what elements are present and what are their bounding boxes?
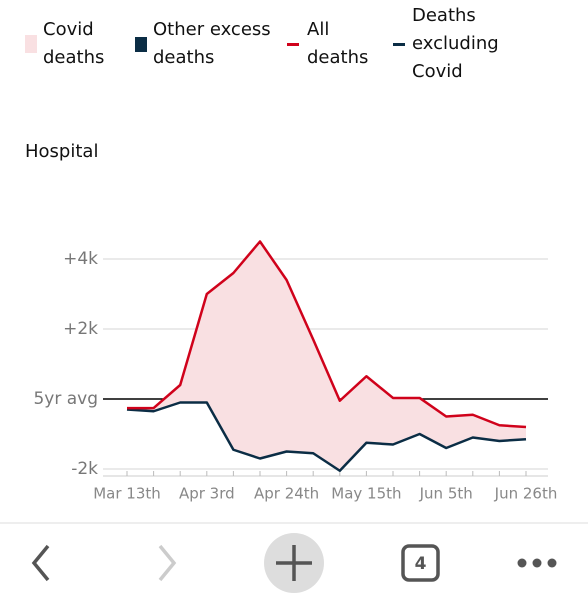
chart-subtitle: Hospital [25,141,98,162]
x-tick-label: Apr 24th [254,485,319,503]
more-button[interactable] [517,558,557,568]
tabs-button[interactable]: 4 [401,544,440,582]
x-tick-label: May 15th [331,485,401,503]
series-line [126,401,527,472]
legend-swatch [25,35,37,53]
legend-label: Deaths excluding Covid [412,5,499,82]
x-tick-label: Jun 5th [419,485,473,503]
legend-swatch [393,43,405,46]
legend-label: All deaths [307,19,369,68]
x-tick-label: Apr 3rd [179,485,235,503]
y-tick-label: +2k [63,319,98,339]
series-line [127,240,527,429]
tab-count: 4 [415,554,427,574]
covid-area [127,241,526,471]
legend-swatch [287,43,299,46]
legend-label: Other excess deaths [153,19,271,68]
back-button[interactable] [31,544,50,582]
legend-swatch [135,37,147,52]
legend-label: Covid deaths [43,19,105,68]
y-tick-label: -2k [71,459,98,479]
x-tick-label: Mar 13th [93,485,161,503]
new-tab-button[interactable] [264,533,324,593]
y-tick-label: 5yr avg [33,389,98,409]
y-tick-label: +4k [63,249,98,269]
forward-button[interactable] [158,544,177,582]
x-tick-label: Jun 26th [494,485,558,503]
